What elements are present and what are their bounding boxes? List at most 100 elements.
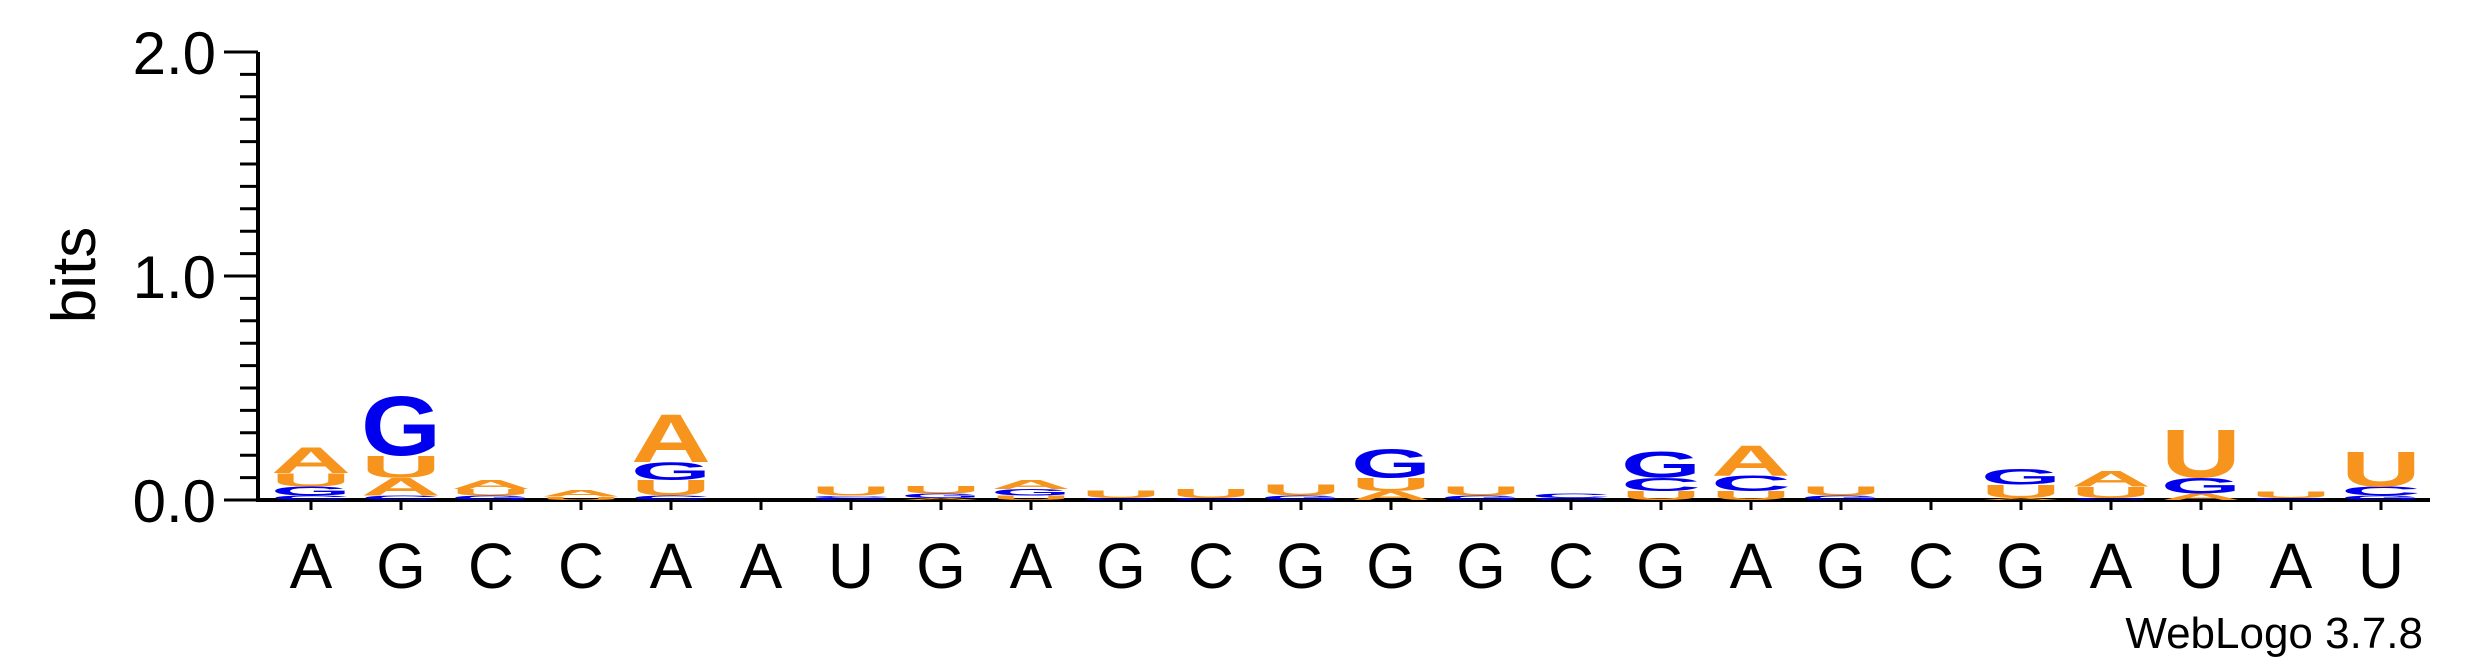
logo-letter: U [1171,487,1251,501]
logo-letter: U [1621,489,1701,503]
stack-column: UCG [1621,444,1701,502]
x-tick-label: A [740,530,783,602]
logo-letter: C [1531,492,1611,499]
logo-letter: U [1711,489,1791,503]
weblogo-credit: WebLogo 3.7.8 [2125,609,2423,658]
logo-letter: G [1801,494,1881,501]
stack-column: GCU [2341,442,2421,501]
logo-letter: G [2161,474,2241,498]
x-tick-label: U [2358,530,2404,602]
logo-letter: A [451,478,531,492]
stack-column: GUA [451,478,531,502]
logo-letter: G [1441,494,1521,501]
logo-letter: A [271,439,351,481]
logo-letter: A [1981,497,2061,500]
logo-letter: U [1351,474,1431,495]
x-tick-label: G [1456,530,1506,602]
logo-letter: A [2161,492,2241,502]
stack-column: AGU [901,483,981,500]
stack-column: GU [1261,481,1341,501]
x-tick-label: G [1816,530,1866,602]
stack-column: GC [1531,492,1611,501]
x-tick-label: C [1188,530,1234,602]
logo-letter: U [451,487,531,497]
logo-letter: G [1621,444,1701,486]
logo-letter: A [1351,489,1431,503]
logo-letter: A [2071,467,2151,491]
logo-letter: A [361,473,441,501]
logo-letter: A [631,400,711,477]
logo-letter: U [2251,489,2331,499]
stack-column: GU [1441,484,1521,501]
stack-column: UGA [991,478,1071,502]
logo-letter: U [1261,481,1341,499]
stack-column: AUG [1981,465,2061,502]
y-tick-label: 1.0 [133,244,216,311]
x-tick-label: U [2178,530,2224,602]
x-tick-label: G [1096,530,1146,602]
logo-letter: C [271,494,351,501]
logo-letter: G [1081,497,1161,500]
x-tick-label: G [1636,530,1686,602]
y-tick-label: 0.0 [133,468,216,535]
stack-column: GU [1081,488,1161,501]
logo-letter: A [901,497,981,500]
logo-letter: A [991,478,1071,492]
x-tick-label: G [1276,530,1326,602]
logo-letter: U [901,483,981,495]
logo-letter: G [991,487,1071,497]
stack-column: AUG [1351,441,1431,503]
x-tick-label: G [916,530,966,602]
x-tick-label: G [1366,530,1416,602]
logo-letter: C [361,494,441,501]
logo-letter: G [811,497,891,500]
stack-column: GU [1171,487,1251,501]
x-tick-label: G [376,530,426,602]
logo-letter: G [1981,465,2061,489]
logo-letter: U [1441,484,1521,498]
logo-letter: U [2161,416,2241,493]
logo-letter: G [901,492,981,499]
logo-letter: U [271,470,351,491]
logo-letter: A [1711,436,1791,485]
x-tick-label: C [558,530,604,602]
logo-letter: U [631,476,711,500]
y-tick-label: 2.0 [133,20,216,87]
logo-letter: G [1171,497,1251,500]
logo-letter: G [451,494,531,501]
x-tick-label: A [290,530,333,602]
x-tick-label: C [1908,530,1954,602]
logo-letter: A [541,488,621,498]
logo-letter: C [1711,471,1791,495]
logo-letter: U [991,494,1071,501]
x-tick-label: A [1730,530,1773,602]
logo-letter: U [361,450,441,485]
logo-letter: U [1981,481,2061,502]
x-tick-label: A [1010,530,1053,602]
stack-column: GU [1801,484,1881,501]
stack-column: AGU [2161,416,2241,502]
logo-letter: U [1801,484,1881,498]
logo-letter: G [2341,494,2421,501]
logo-letter: G [631,457,711,485]
axis-layer: 0.01.02.0A G C C A A U G A G C G G G C G A G C G A U A U [133,20,2430,602]
stack-column: GUA [2071,467,2151,501]
logo-letter: G [1261,494,1341,501]
stack-column: UA [541,488,621,501]
logo-letter: U [2071,484,2151,502]
x-tick-label: G [1996,530,2046,602]
x-tick-label: C [1548,530,1594,602]
logo-letter: U [1081,488,1161,500]
logo-letter: C [811,495,891,498]
logo-letter: G [2071,497,2151,500]
logo-letter: U [541,496,621,501]
logo-letter: G [2251,497,2331,500]
stack-column: UCA [1711,436,1791,503]
logo-letter: U [811,484,891,498]
logo-letter: U [2341,442,2421,498]
